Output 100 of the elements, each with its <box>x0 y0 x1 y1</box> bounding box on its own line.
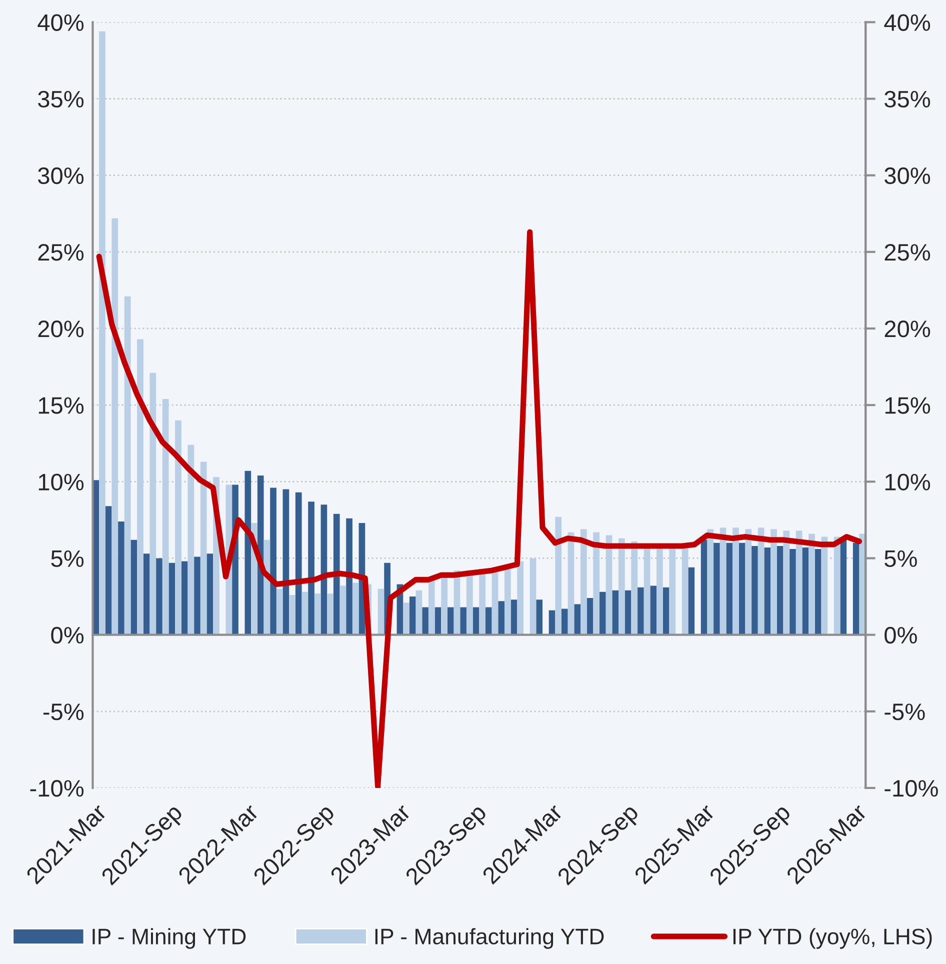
bar <box>314 593 321 635</box>
bar <box>738 542 746 635</box>
bar <box>257 476 264 635</box>
bar <box>434 607 442 635</box>
bar <box>745 529 752 635</box>
bar <box>555 516 562 635</box>
bar <box>150 372 156 635</box>
bar <box>333 514 340 635</box>
y2-tick-label: 5% <box>884 550 917 568</box>
bar <box>188 444 194 635</box>
bar <box>156 558 162 635</box>
bar <box>586 598 594 635</box>
bar <box>130 540 138 635</box>
bar <box>688 567 695 635</box>
bar <box>270 488 276 635</box>
bar <box>118 521 124 635</box>
bar <box>624 590 632 635</box>
bar <box>162 398 169 635</box>
bar <box>548 610 556 635</box>
bar <box>206 554 214 635</box>
bar <box>403 602 410 635</box>
bar <box>143 554 150 635</box>
y2-tick-label: 20% <box>884 320 930 338</box>
y-tick-label: -10% <box>30 780 84 797</box>
bar <box>175 420 182 635</box>
bar <box>168 562 176 635</box>
y-tick-label: 10% <box>38 474 84 490</box>
bar <box>821 536 828 635</box>
bar <box>726 542 733 635</box>
y2-tick-label: 15% <box>885 397 930 414</box>
y-tick-label: 5% <box>51 550 84 568</box>
bar <box>441 576 448 635</box>
bar <box>447 607 454 635</box>
bar <box>752 546 758 635</box>
bar <box>181 561 188 635</box>
y-tick-label: 30% <box>38 167 84 184</box>
bar <box>618 538 625 635</box>
bar <box>669 548 676 635</box>
bar <box>194 556 200 635</box>
y2-tick-label: -10% <box>884 780 938 797</box>
bar <box>472 607 480 635</box>
y2-tick-label: 10% <box>885 474 930 490</box>
y-tick-label: 25% <box>38 244 84 261</box>
bar <box>327 593 334 635</box>
bar <box>808 534 815 635</box>
bar <box>600 592 606 635</box>
bar <box>562 608 568 635</box>
bar <box>631 541 638 635</box>
bar <box>295 492 302 635</box>
bar <box>764 548 771 635</box>
bar <box>650 586 657 635</box>
bar <box>460 607 466 635</box>
y2-tick-label: 35% <box>884 90 930 108</box>
y2-tick-label: 0% <box>884 626 917 644</box>
y-tick-label: 15% <box>38 397 84 414</box>
bar <box>105 506 112 635</box>
bar <box>276 588 283 635</box>
bar <box>814 549 822 635</box>
bar <box>662 587 670 635</box>
bar <box>656 548 663 635</box>
bar <box>378 588 384 635</box>
y2-tick-label: 30% <box>884 167 930 184</box>
y2-tick-label: -5% <box>884 704 925 720</box>
bar <box>574 604 581 635</box>
legend-label: IP YTD (yoy%, LHS) <box>733 928 932 949</box>
bar <box>580 529 587 635</box>
bar <box>852 542 860 635</box>
bar <box>112 218 118 635</box>
y-tick-label: 35% <box>38 90 84 108</box>
bar <box>409 596 416 635</box>
legend-label: IP - Manufacturing YTD <box>375 928 604 949</box>
bar <box>714 542 720 635</box>
y-tick-label: -5% <box>43 704 84 720</box>
bar <box>783 530 790 635</box>
bar <box>638 587 644 635</box>
legend-label: IP - Mining YTD <box>92 928 246 949</box>
y-tick-label: 20% <box>38 320 84 338</box>
y-tick-label: 40% <box>38 14 84 31</box>
y-tick-label: 0% <box>51 626 84 644</box>
bar <box>776 546 784 635</box>
bar <box>200 462 207 635</box>
bar <box>536 600 542 635</box>
y2-tick-label: 25% <box>884 244 930 261</box>
bar <box>346 518 352 635</box>
bar <box>352 582 359 635</box>
bar <box>498 601 504 635</box>
bar <box>510 600 518 635</box>
bar <box>732 528 739 635</box>
bar <box>302 592 308 635</box>
bar <box>840 540 847 635</box>
bar <box>282 489 290 635</box>
bar <box>308 502 314 635</box>
bar <box>707 529 714 635</box>
y2-tick-label: 40% <box>884 14 930 31</box>
bar <box>770 529 777 635</box>
bar <box>612 590 619 635</box>
bar <box>422 607 428 635</box>
bar <box>340 586 346 635</box>
bar <box>802 548 809 635</box>
bar <box>593 532 600 635</box>
